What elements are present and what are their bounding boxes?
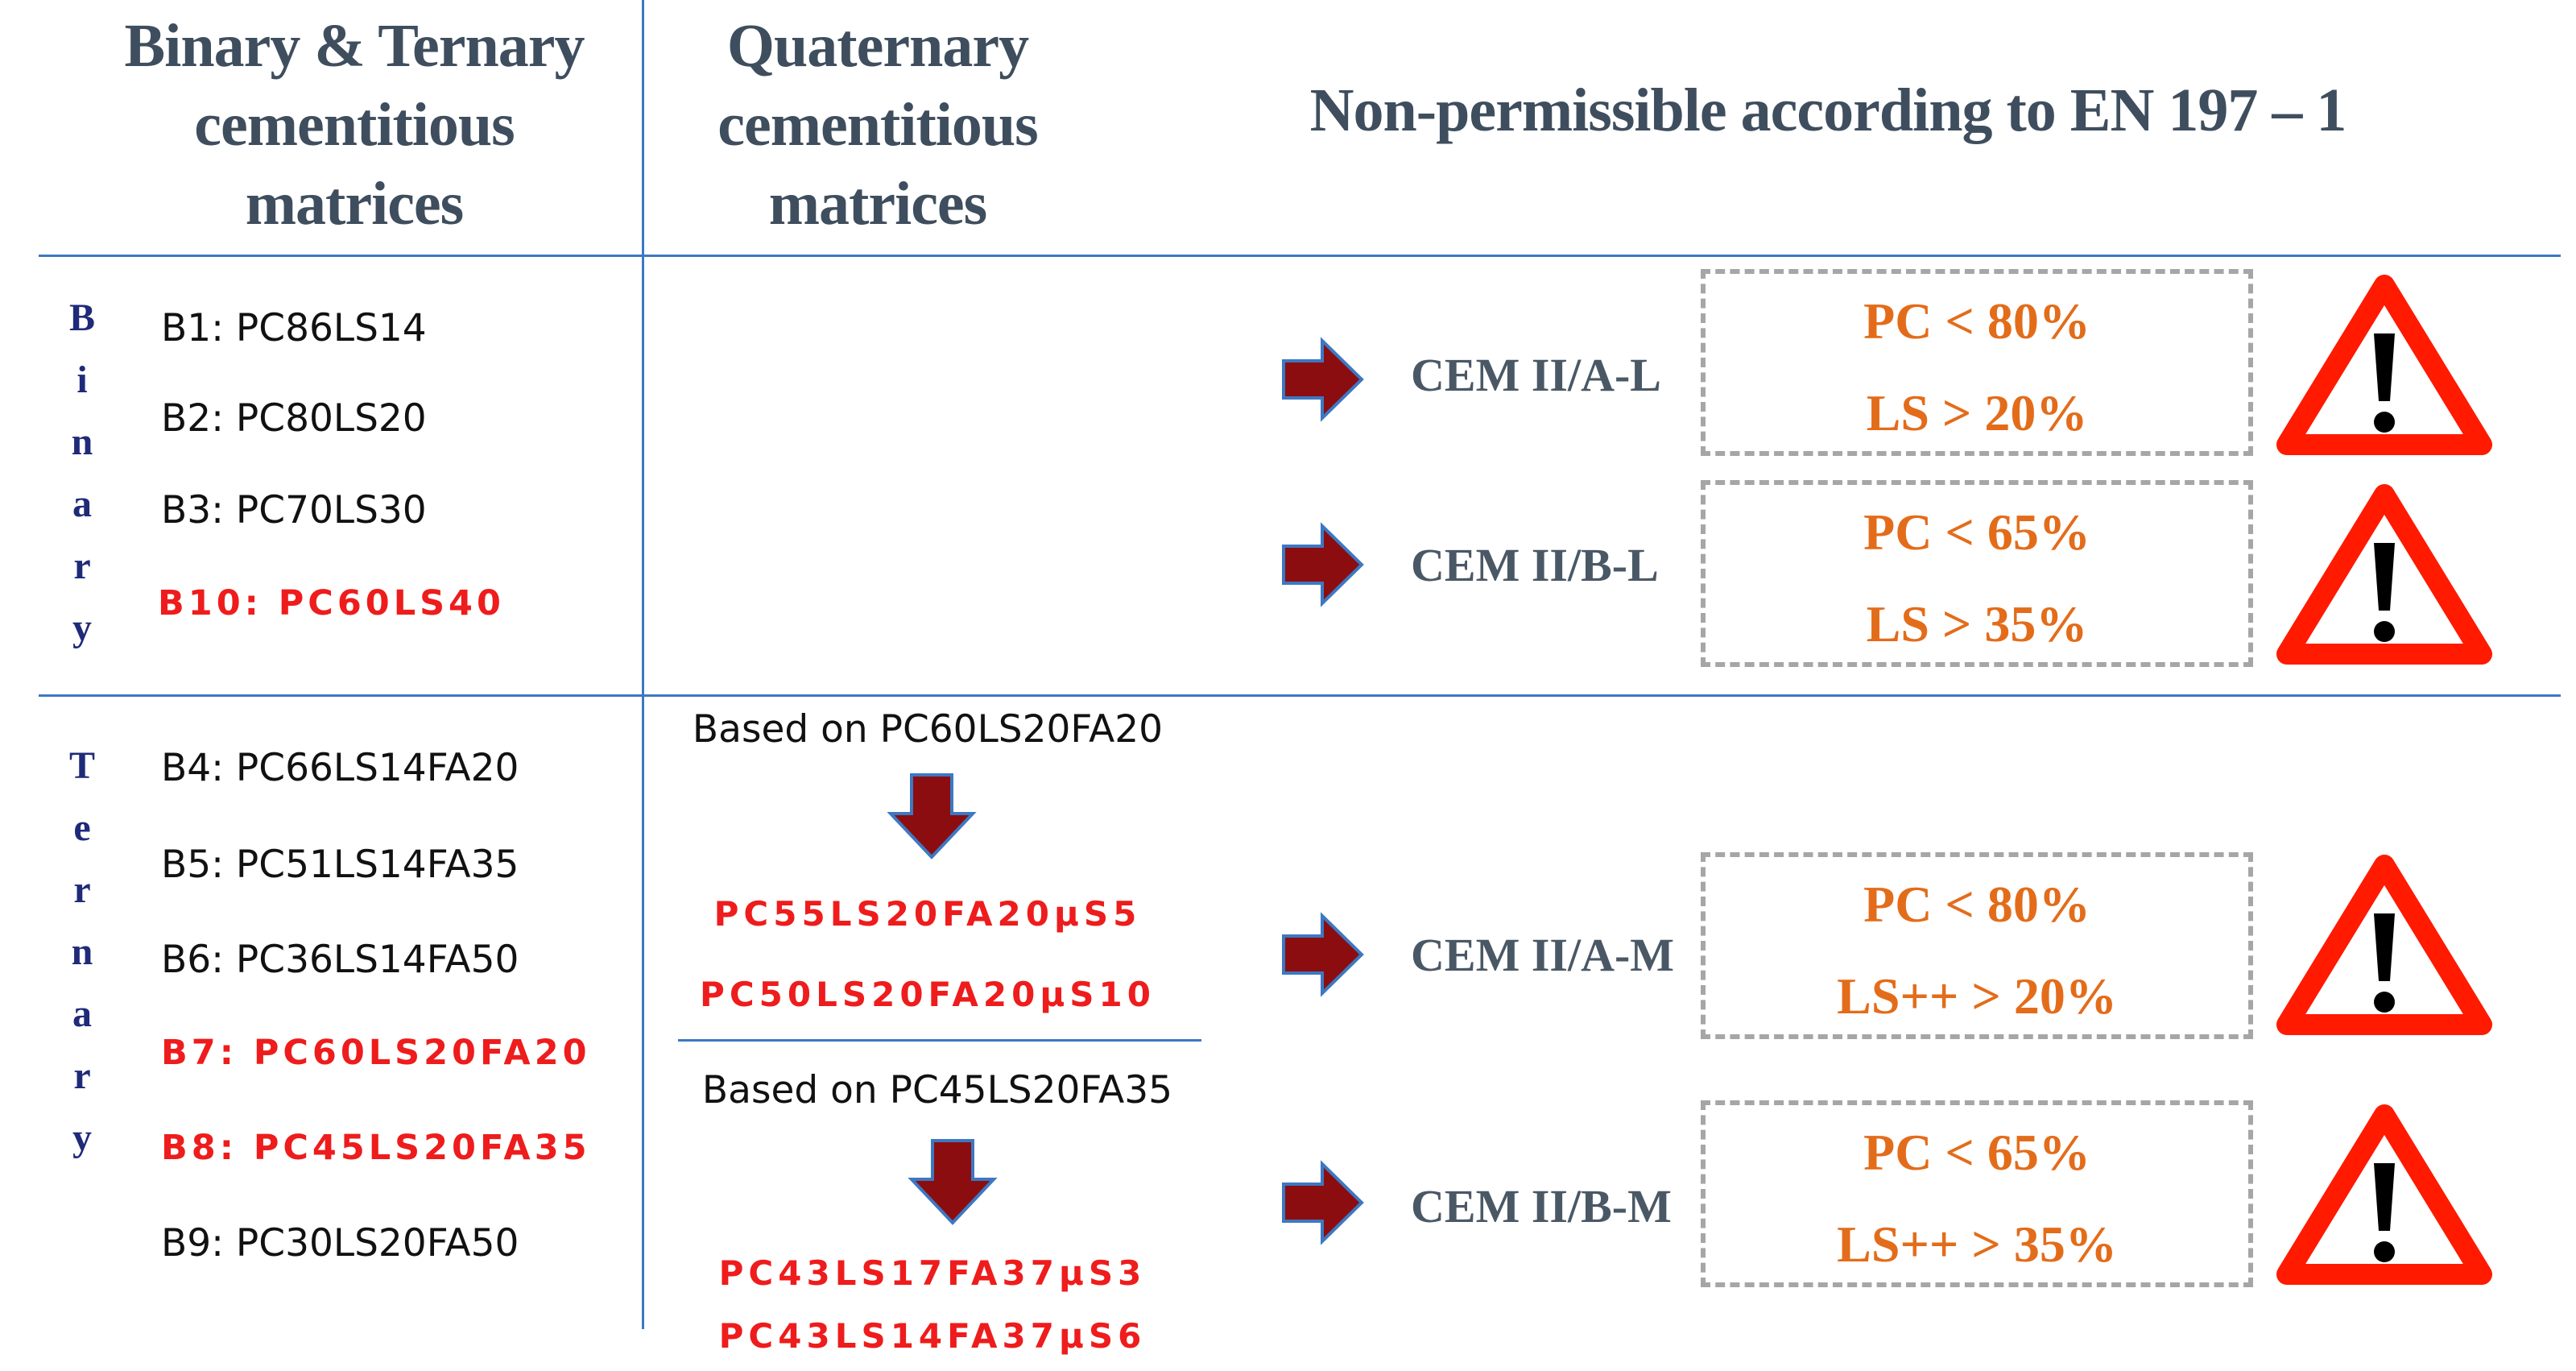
- cem-class-label: CEM II/B-M: [1411, 1180, 1672, 1232]
- cem-class-label: CEM II/B-L: [1411, 539, 1659, 591]
- condition-ls: LS > 35%: [1866, 595, 2088, 652]
- divider-vertical: [642, 0, 644, 1329]
- header-line: cementitious: [717, 91, 1038, 159]
- group-label-letter: n: [71, 420, 93, 463]
- binary-mix-item: B3: PC70LS30: [161, 488, 427, 532]
- quaternary-based-on: Based on PC60LS20FA20: [692, 707, 1164, 752]
- ternary-mix-item: B6: PC36LS14FA50: [161, 938, 519, 982]
- quaternary-mix: PC43LS17FA37µS3: [718, 1253, 1147, 1293]
- quaternary-mix: PC50LS20FA20µS10: [700, 975, 1156, 1014]
- ternary-mix-item: B7: PC60LS20FA20: [161, 1033, 591, 1073]
- group-label-letter: r: [73, 545, 91, 587]
- right-arrow-icon: [1282, 1160, 1364, 1245]
- header-line: Quaternary: [726, 12, 1029, 80]
- header-line: matrices: [245, 170, 465, 238]
- down-arrow-icon: [908, 1139, 998, 1225]
- header-line: matrices: [768, 170, 988, 238]
- binary-mix-item: B1: PC86LS14: [161, 306, 427, 350]
- group-label-letter: n: [71, 930, 93, 973]
- header-quaternary: Quaternary cementitious matrices: [652, 6, 1103, 243]
- ternary-mix-item: B8: PC45LS20FA35: [161, 1128, 591, 1168]
- group-label-letter: i: [76, 358, 88, 401]
- condition-pc: PC < 80%: [1863, 292, 2090, 350]
- condition-box: PC < 65% LS > 35%: [1701, 480, 2253, 667]
- header-non-permissible: Non-permissible according to EN 197 – 1: [1309, 77, 2347, 144]
- header-line: cementitious: [194, 91, 515, 159]
- divider-top: [39, 255, 2561, 257]
- divider-middle: [39, 694, 2561, 697]
- warning-triangle-icon: [2276, 855, 2492, 1035]
- warning-triangle-icon: [2276, 1104, 2492, 1285]
- group-label-letter: y: [72, 1116, 92, 1159]
- condition-pc: PC < 65%: [1863, 1124, 2090, 1181]
- group-label-letter: y: [72, 607, 92, 649]
- condition-box: PC < 65% LS++ > 35%: [1701, 1100, 2253, 1287]
- group-label-letter: B: [68, 296, 95, 339]
- quaternary-mix: PC55LS20FA20µS5: [713, 894, 1142, 934]
- condition-ls: LS++ > 35%: [1837, 1216, 2117, 1273]
- quaternary-based-on: Based on PC45LS20FA35: [701, 1068, 1173, 1112]
- quaternary-mix: PC43LS14FA37µS6: [718, 1316, 1147, 1356]
- ternary-mix-item: B9: PC30LS20FA50: [161, 1221, 519, 1265]
- right-arrow-icon: [1282, 522, 1364, 607]
- group-label-letter: e: [73, 806, 91, 849]
- down-arrow-icon: [887, 773, 977, 859]
- condition-box: PC < 80% LS++ > 20%: [1701, 852, 2253, 1039]
- group-label-letter: a: [72, 992, 92, 1035]
- group-label-letter: r: [73, 1054, 91, 1097]
- condition-ls: LS > 20%: [1866, 384, 2088, 441]
- ternary-mix-item: B4: PC66LS14FA20: [161, 746, 519, 790]
- group-label-letter: r: [73, 868, 91, 911]
- group-label-letter: T: [68, 744, 95, 787]
- cem-class-label: CEM II/A-L: [1411, 349, 1661, 401]
- cem-class-label: CEM II/A-M: [1411, 929, 1675, 981]
- binary-mix-item: B10: PC60LS40: [158, 583, 505, 623]
- ternary-mix-item: B5: PC51LS14FA35: [161, 843, 519, 887]
- warning-triangle-icon: [2276, 484, 2492, 665]
- header-binary-ternary: Binary & Ternary cementitious matrices: [48, 6, 660, 243]
- condition-pc: PC < 65%: [1863, 503, 2090, 561]
- warning-triangle-icon: [2276, 275, 2492, 455]
- group-label-letter: a: [72, 483, 92, 525]
- header-line: Binary & Ternary: [124, 12, 585, 80]
- condition-pc: PC < 80%: [1863, 876, 2090, 933]
- right-arrow-icon: [1282, 912, 1364, 997]
- divider-quaternary: [678, 1039, 1201, 1042]
- right-arrow-icon: [1282, 337, 1364, 422]
- condition-ls: LS++ > 20%: [1837, 967, 2117, 1025]
- condition-box: PC < 80% LS > 20%: [1701, 269, 2253, 456]
- binary-mix-item: B2: PC80LS20: [161, 396, 427, 441]
